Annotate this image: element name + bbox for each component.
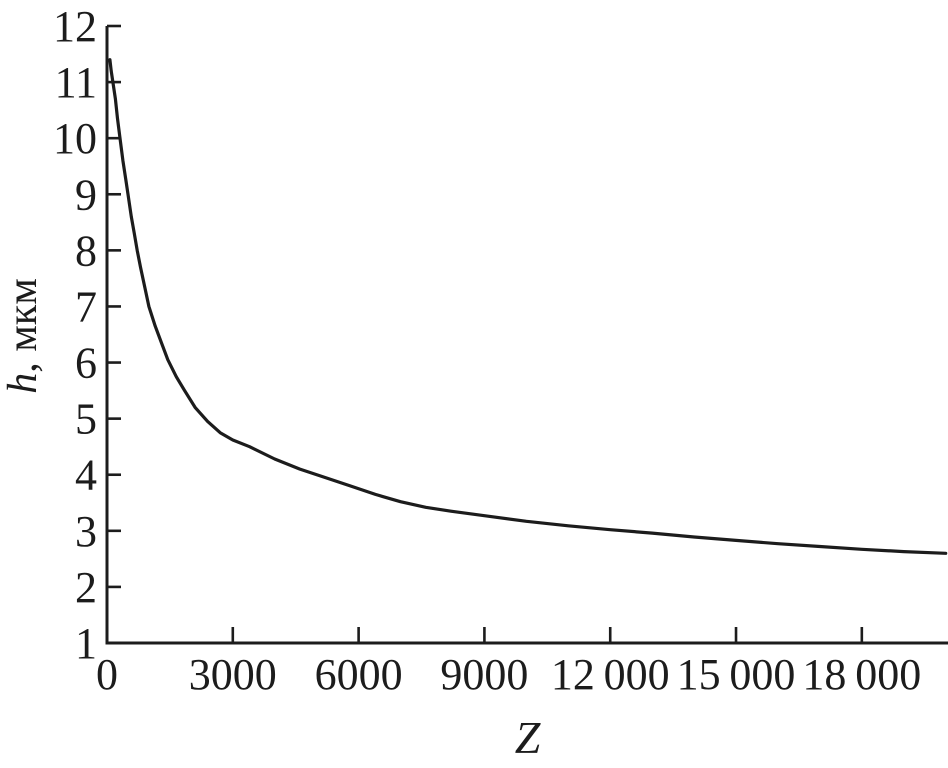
x-axis-tick-label: 18 000 — [802, 650, 921, 699]
y-axis-tick-label: 5 — [75, 395, 97, 444]
y-axis-tick-label: 2 — [75, 563, 97, 612]
y-axis-tick-label: 9 — [75, 170, 97, 219]
y-axis-tick-label: 10 — [53, 114, 97, 163]
y-axis-tick-label: 1 — [75, 619, 97, 668]
x-axis-tick-label: 0 — [96, 650, 118, 699]
x-axis-tick-label: 12 000 — [551, 650, 670, 699]
x-axis-title: Z — [515, 712, 541, 763]
y-axis-tick-label: 4 — [75, 451, 97, 500]
y-axis-tick-label: 3 — [75, 507, 97, 556]
axis-spines — [105, 26, 948, 645]
y-axis-title: h, мкм — [0, 278, 46, 394]
y-axis-tick-label: 7 — [75, 282, 97, 331]
y-axis-tick-label: 6 — [75, 339, 97, 388]
curve-path — [108, 58, 948, 555]
x-axis-tick-label: 9000 — [440, 650, 528, 699]
x-axis-tick-label: 15 000 — [677, 650, 796, 699]
y-axis-tick-label: 8 — [75, 226, 97, 275]
y-axis-tick-label: 11 — [55, 58, 97, 107]
x-axis-tick-label: 3000 — [189, 650, 277, 699]
y-axis-tick-label: 12 — [53, 2, 97, 51]
x-axis-tick-label: 6000 — [315, 650, 403, 699]
